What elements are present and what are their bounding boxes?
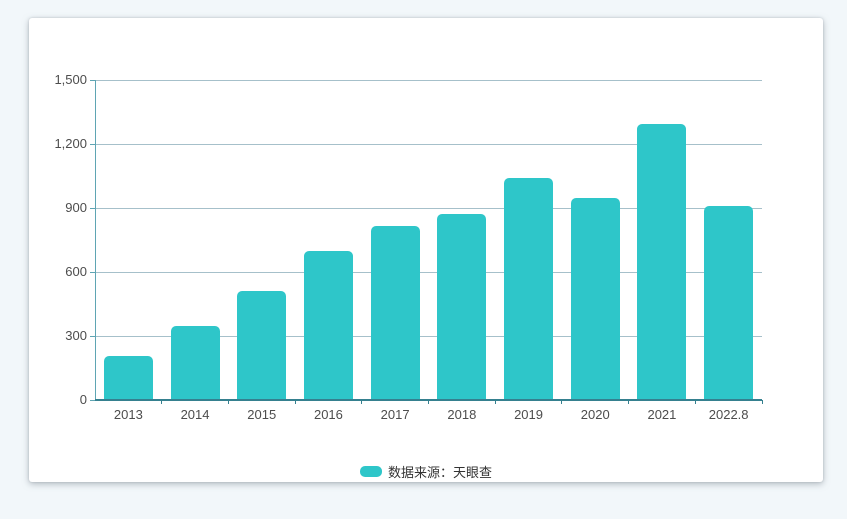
legend[interactable]: 数据来源：天眼查 [29, 462, 823, 481]
chart-card: 0 300 600 900 1,200 1,500 2013 2014 2015 2016 201… [29, 18, 823, 482]
x-axis-label-2013: 2013 [113, 407, 143, 422]
x-axis-label-2018: 2018 [447, 407, 477, 422]
bar-2014[interactable] [170, 326, 220, 400]
y-axis-line [95, 80, 96, 400]
bar-2018[interactable] [437, 213, 487, 400]
x-axis-line [95, 399, 762, 401]
x-axis-tick [294, 400, 296, 404]
x-axis-label-2015: 2015 [247, 407, 277, 422]
x-axis-label-2017: 2017 [380, 407, 410, 422]
y-axis-tick [90, 271, 95, 273]
x-axis-label-2019: 2019 [514, 407, 543, 422]
y-axis-label: 300 [65, 328, 87, 343]
gridline [95, 271, 762, 273]
y-axis-label: 0 [79, 392, 87, 407]
y-axis-labels: 0 300 600 900 1,200 1,500 [37, 73, 87, 407]
x-axis-tick [428, 400, 429, 404]
gridline [95, 335, 762, 337]
x-axis-label-2014: 2014 [180, 407, 210, 422]
x-axis-label-2016: 2016 [313, 407, 343, 422]
y-axis-tick [90, 335, 95, 337]
x-axis-label-2022.8: 2022.8 [708, 407, 749, 422]
y-axis-tick [90, 79, 95, 81]
plot-area: 2013 2014 2015 2016 2017 2018 2019 2020 2021 2022… [90, 79, 763, 422]
y-axis-label: 1,500 [54, 72, 87, 87]
bar-2015[interactable] [237, 290, 287, 400]
x-axis-tick [561, 400, 563, 404]
y-axis-label: 1,200 [54, 136, 87, 151]
y-axis-tick [90, 207, 95, 209]
x-axis-tick [361, 400, 363, 404]
gridline [95, 79, 762, 81]
y-axis-tick [90, 399, 95, 401]
x-axis-tick [628, 400, 630, 404]
gridline [95, 143, 762, 145]
bar-2016[interactable] [303, 250, 353, 400]
y-axis-label: 600 [65, 264, 87, 279]
x-axis-label-2020: 2020 [580, 407, 610, 422]
x-axis-tick [227, 400, 229, 404]
y-axis-label: 900 [65, 200, 87, 215]
bar-2013[interactable] [103, 355, 153, 400]
x-axis-label-2021: 2021 [647, 407, 677, 422]
legend-swatch-icon [359, 466, 382, 477]
bar-2021[interactable] [637, 123, 687, 400]
bar-2020[interactable] [570, 198, 620, 400]
x-axis-tick [161, 400, 163, 404]
y-axis-tick [90, 143, 95, 145]
gridline [95, 207, 762, 209]
bar-2017[interactable] [370, 225, 420, 400]
legend-label: 数据来源：天眼查 [387, 465, 492, 480]
x-axis-tick [694, 400, 696, 404]
bar-2019[interactable] [504, 178, 554, 400]
bar-2022.8[interactable] [704, 205, 754, 400]
x-axis-tick [761, 400, 763, 404]
x-axis-tick [494, 400, 496, 404]
